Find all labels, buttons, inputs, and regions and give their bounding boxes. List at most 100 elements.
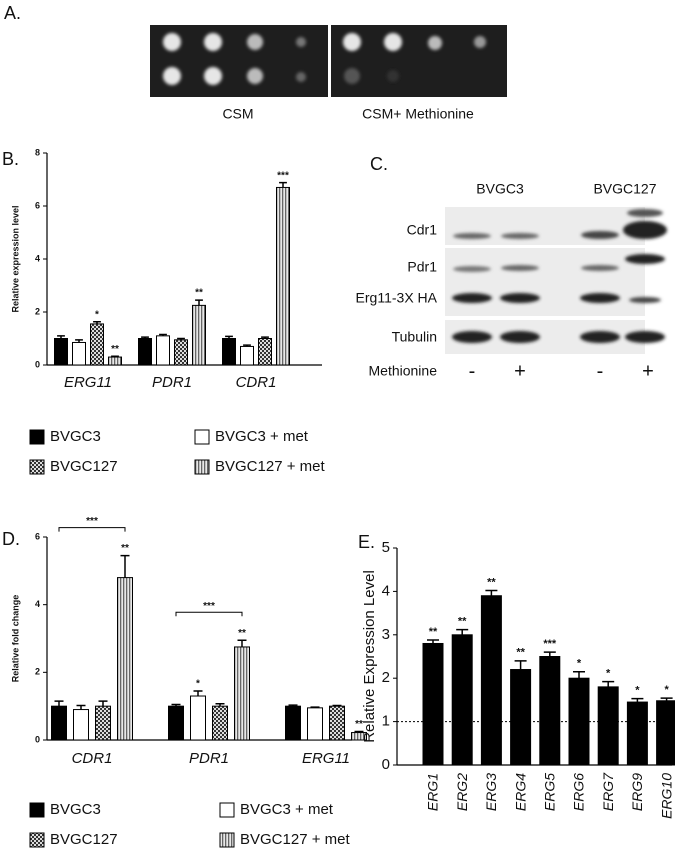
error-bar <box>543 651 556 657</box>
bar <box>597 686 619 766</box>
x-tick-label: PDR1 <box>152 374 192 391</box>
lane-sign: + <box>514 360 526 382</box>
bar <box>422 642 444 766</box>
legend-swatch <box>194 459 210 475</box>
bar <box>192 304 206 366</box>
x-tick-label: ERG11 <box>64 374 112 391</box>
significance: ** <box>516 647 525 659</box>
y-tick-label: 1 <box>382 713 390 730</box>
error-bar <box>225 335 233 339</box>
y-tick-label: 3 <box>382 626 390 643</box>
panel-label: A. <box>4 3 21 23</box>
bar <box>212 705 228 741</box>
x-tick-label: CDR1 <box>72 750 113 767</box>
bar <box>174 339 188 366</box>
y-tick-label: 6 <box>35 531 40 541</box>
y-tick-label: 0 <box>382 756 390 773</box>
y-tick-label: 2 <box>382 669 390 686</box>
y-tick-label: 4 <box>382 582 390 599</box>
error-bar <box>261 336 269 339</box>
bar <box>190 695 206 741</box>
significance: * <box>606 668 611 680</box>
x-tick-label: ERG5 <box>542 773 558 811</box>
error-bar <box>456 628 469 635</box>
bar <box>72 341 86 366</box>
legend-label: BVGC127 <box>50 458 118 475</box>
bracket-label: *** <box>203 601 215 612</box>
x-tick-label: ERG1 <box>425 773 441 811</box>
y-tick-label: 2 <box>35 306 40 316</box>
strain-label: BVGC127 <box>593 181 656 197</box>
bar <box>73 709 89 741</box>
significance: *** <box>277 170 289 181</box>
error-bar <box>279 181 287 188</box>
error-bar <box>631 697 644 703</box>
bar <box>95 705 111 741</box>
legend-swatch <box>29 459 45 475</box>
x-tick-label: PDR1 <box>189 750 229 767</box>
y-axis-label: Relative Expression Level <box>361 570 378 743</box>
legend-label: BVGC3 <box>50 428 101 445</box>
y-tick-label: 6 <box>35 200 40 210</box>
y-tick-label: 2 <box>35 667 40 677</box>
treatment-label: Methionine <box>369 363 438 379</box>
legend-swatch <box>194 429 210 445</box>
significance: * <box>664 684 669 696</box>
y-tick-label: 8 <box>35 147 40 157</box>
y-axis-label: Relative fold change <box>10 595 20 683</box>
significance: * <box>95 309 99 320</box>
bar <box>451 634 473 766</box>
panel-label: B. <box>2 149 19 169</box>
significance: * <box>196 679 200 690</box>
error-bar <box>177 337 185 340</box>
legend-label: BVGC127 + met <box>240 831 350 848</box>
bracket <box>175 611 243 617</box>
error-bar <box>237 639 247 647</box>
legend-label: BVGC3 + met <box>240 801 334 818</box>
lane-sign: - <box>597 360 604 382</box>
x-tick-label: ERG4 <box>512 773 528 811</box>
bar <box>276 186 290 366</box>
x-tick-label: ERG6 <box>571 773 587 811</box>
error-bar <box>54 700 64 707</box>
y-tick-label: 0 <box>35 734 40 744</box>
legend-swatch <box>219 832 235 848</box>
legend-swatch <box>219 802 235 818</box>
western-blot <box>445 207 667 354</box>
bar <box>240 345 254 366</box>
strain-label: BVGC3 <box>476 181 524 197</box>
x-tick-label: CDR1 <box>236 374 277 391</box>
error-bar <box>57 335 65 339</box>
legend-swatch <box>29 429 45 445</box>
significance: ** <box>121 543 129 554</box>
panel-label: D. <box>2 529 20 549</box>
bar <box>54 338 68 366</box>
error-bar <box>215 703 225 707</box>
error-bar <box>193 690 203 697</box>
bar <box>510 669 532 766</box>
legend-swatch <box>29 832 45 848</box>
x-tick-label: ERG10 <box>658 773 674 819</box>
error-bar <box>141 336 149 339</box>
x-tick-label: ERG7 <box>600 772 616 811</box>
significance: *** <box>543 638 557 650</box>
error-bar <box>93 321 101 324</box>
lane-sign: + <box>642 360 654 382</box>
protein-label: Cdr1 <box>407 222 438 238</box>
bar <box>138 338 152 366</box>
legend-label: BVGC3 + met <box>215 428 309 445</box>
significance: ** <box>429 626 438 638</box>
error-bar <box>310 706 320 708</box>
bar <box>234 646 250 741</box>
medium-label: CSM <box>222 106 253 122</box>
error-bar <box>485 589 498 596</box>
lane-sign: - <box>469 360 476 382</box>
y-tick-label: 4 <box>35 599 40 609</box>
protein-label: Erg11-3X HA <box>356 290 438 306</box>
significance: ** <box>195 288 203 299</box>
significance: ** <box>111 344 119 355</box>
significance: * <box>635 685 640 697</box>
y-tick-label: 5 <box>382 539 390 556</box>
error-bar <box>427 639 439 644</box>
legend-label: BVGC127 + met <box>215 458 325 475</box>
